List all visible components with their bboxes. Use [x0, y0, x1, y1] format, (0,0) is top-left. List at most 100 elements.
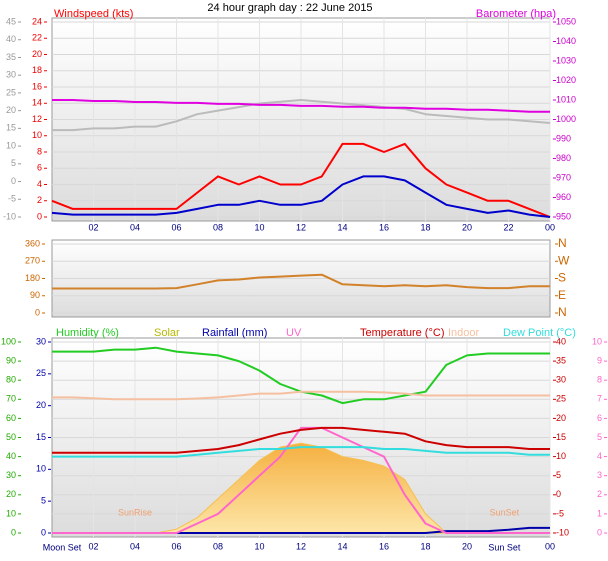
annotation: Moon Set: [43, 542, 82, 552]
y-tick-label: 0: [556, 489, 561, 499]
line: [52, 390, 550, 401]
x-tick-label: 12: [296, 222, 306, 232]
line: [52, 99, 550, 113]
x-tick-label: 06: [171, 541, 181, 551]
legend-label: UV: [286, 327, 302, 339]
y-tick-label: 25: [36, 368, 46, 378]
y-tick-label: 30: [36, 336, 46, 346]
y-tick-label: 24: [32, 16, 42, 26]
y-tick-label: 15: [6, 123, 16, 133]
y-tick-label: 90: [30, 290, 40, 300]
y-tick-label: 5: [11, 158, 16, 168]
x-tick-label: 00: [545, 222, 555, 232]
legend-label: Temperature (°C): [360, 327, 444, 339]
annotation: SunSet: [490, 507, 520, 517]
x-tick-label: 06: [171, 222, 181, 232]
y-tick-label: 18: [32, 65, 42, 75]
x-tick-label: 08: [213, 222, 223, 232]
y-tick-label: 0: [597, 527, 602, 537]
y-tick-label: 14: [32, 98, 42, 108]
y-tick-label: 20: [556, 413, 566, 423]
y-tick-label: 0: [11, 527, 16, 537]
y-tick-label: 40: [556, 336, 566, 346]
chart-title: 24 hour graph day : 22 June 2015: [207, 2, 372, 14]
y-tick-label: 20: [6, 489, 16, 499]
y-tick-label: 16: [32, 81, 42, 91]
x-tick-label: 04: [130, 541, 140, 551]
y-tick-label: 960: [556, 192, 571, 202]
y-tick-label: 180: [25, 273, 40, 283]
x-tick-label: 04: [130, 222, 140, 232]
x-tick-label: 14: [337, 222, 347, 232]
y-tick-label: 1010: [556, 94, 576, 104]
x-tick-label: 20: [462, 222, 472, 232]
line: [51, 175, 551, 218]
x-tick-label: 18: [420, 222, 430, 232]
y-tick-label: 10: [32, 130, 42, 140]
y-tick-label: 10: [6, 140, 16, 150]
y-tick-label: 50: [6, 432, 16, 442]
y-tick-label: 5: [556, 470, 561, 480]
x-tick-label: 16: [379, 222, 389, 232]
y-tick-label: -10: [556, 527, 569, 537]
y-tick-label: 5: [41, 496, 46, 506]
y-tick-label: 25: [556, 394, 566, 404]
legend-label: Indoor: [448, 327, 480, 339]
y-tick-label: 990: [556, 133, 571, 143]
y-tick-label: 100: [1, 336, 16, 346]
y-tick-label: 360: [25, 238, 40, 248]
x-tick-label: 14: [337, 541, 347, 551]
y-tick-label: -5: [556, 508, 564, 518]
y-tick-label: 22: [32, 33, 42, 43]
y-tick-label: 70: [6, 394, 16, 404]
x-tick-label: 10: [254, 541, 264, 551]
y-tick-label: 1: [597, 508, 602, 518]
y-tick-label: 2: [597, 489, 602, 499]
y-tick-label: 8: [597, 375, 602, 385]
y-tick-label: 12: [32, 114, 42, 124]
y-tick-label: N: [558, 236, 567, 250]
y-tick-label: 7: [597, 394, 602, 404]
y-tick-label: 1030: [556, 55, 576, 65]
y-tick-label: 950: [556, 211, 571, 221]
x-tick-label: 08: [213, 541, 223, 551]
y-tick-label: 2: [37, 195, 42, 205]
y-tick-label: 1020: [556, 75, 576, 85]
y-tick-label: 40: [6, 34, 16, 44]
y-tick-label: N: [558, 305, 567, 319]
x-tick-label: 18: [420, 541, 430, 551]
y-tick-label: 35: [6, 52, 16, 62]
legend-label: Dew Point (°C): [503, 327, 576, 339]
y-tick-label: 30: [6, 470, 16, 480]
legend-label: Barometer (hpa): [476, 8, 556, 20]
x-tick-label: 12: [296, 541, 306, 551]
y-tick-label: 6: [37, 163, 42, 173]
y-tick-label: 4: [37, 179, 42, 189]
y-tick-label: 270: [25, 256, 40, 266]
x-tick-label: 20: [462, 541, 472, 551]
y-tick-label: 1040: [556, 36, 576, 46]
line: [52, 446, 550, 458]
y-tick-label: -5: [8, 194, 16, 204]
y-tick-label: 10: [592, 336, 602, 346]
y-tick-label: 980: [556, 153, 571, 163]
y-tick-label: 20: [6, 105, 16, 115]
y-tick-label: 30: [6, 70, 16, 80]
y-tick-label: 40: [6, 451, 16, 461]
y-tick-label: 30: [556, 375, 566, 385]
y-tick-label: 90: [6, 355, 16, 365]
line: [52, 426, 550, 534]
x-tick-label: 16: [379, 541, 389, 551]
y-tick-label: 35: [556, 355, 566, 365]
y-tick-label: 45: [6, 16, 16, 26]
y-tick-label: 20: [36, 400, 46, 410]
y-tick-label: 9: [597, 355, 602, 365]
x-tick-label: 22: [503, 222, 513, 232]
line: [52, 99, 551, 132]
y-tick-label: 4: [597, 451, 602, 461]
x-tick-label: 02: [88, 541, 98, 551]
y-tick-label: S: [558, 271, 566, 285]
legend-label: Solar: [154, 327, 180, 339]
y-tick-label: 0: [11, 176, 16, 186]
